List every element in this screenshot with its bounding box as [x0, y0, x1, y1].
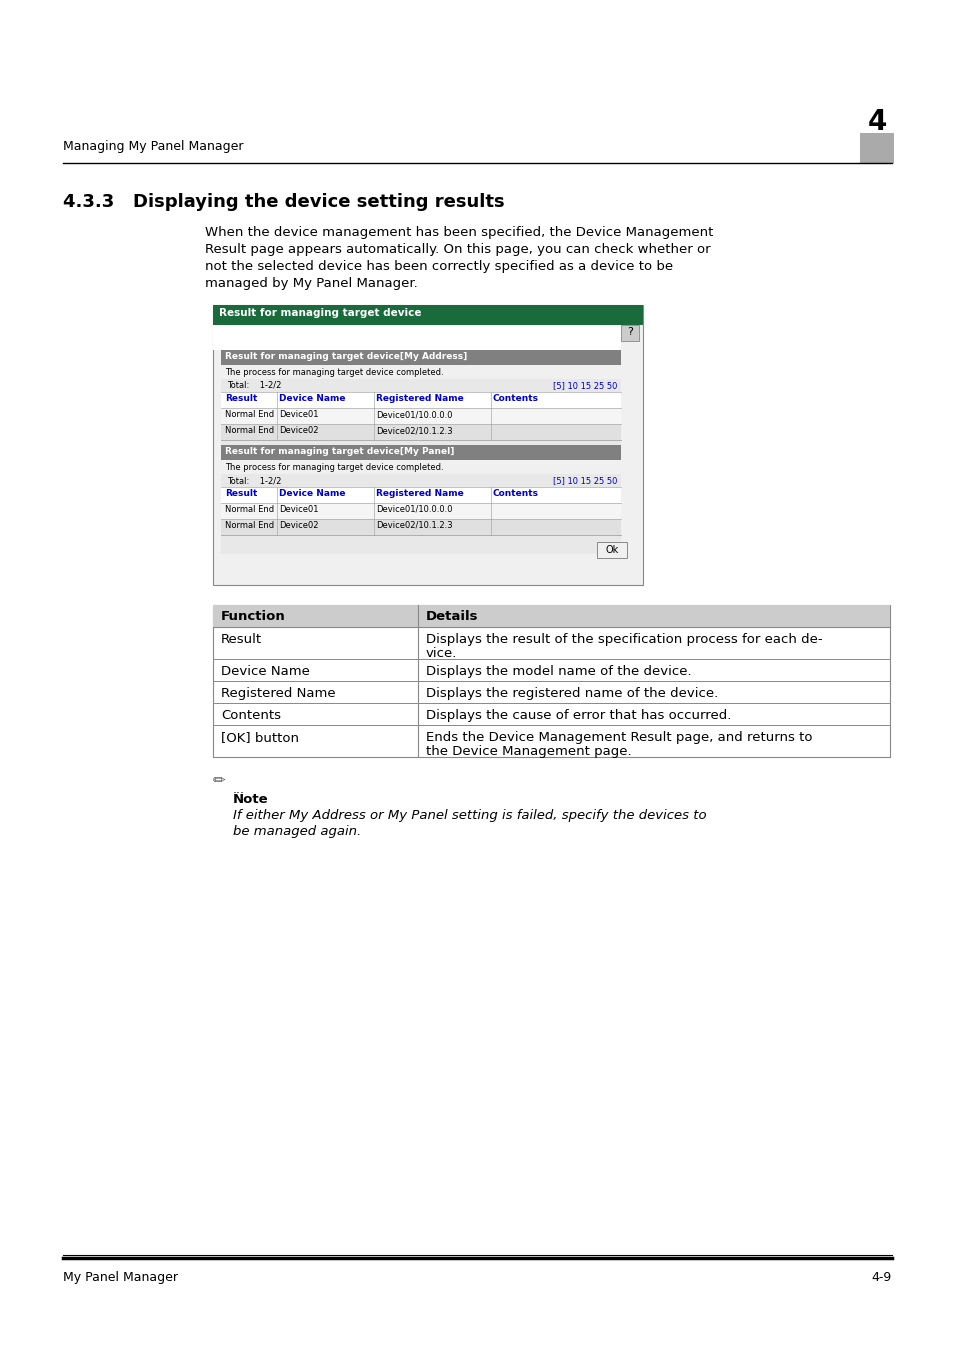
Text: Device Name: Device Name: [221, 666, 310, 678]
Text: the Device Management page.: the Device Management page.: [426, 745, 631, 757]
Text: Normal End: Normal End: [225, 410, 274, 418]
Text: Details: Details: [426, 610, 478, 622]
Text: Device01/10.0.0.0: Device01/10.0.0.0: [375, 505, 452, 514]
Text: My Panel Manager: My Panel Manager: [63, 1270, 178, 1284]
Bar: [213, 605, 889, 757]
Bar: [221, 408, 620, 424]
Text: Registered Name: Registered Name: [375, 489, 463, 498]
Bar: [221, 350, 620, 365]
Text: Normal End: Normal End: [225, 521, 274, 531]
Text: Note: Note: [233, 792, 269, 806]
Text: Managing My Panel Manager: Managing My Panel Manager: [63, 140, 243, 153]
Text: Displays the cause of error that has occurred.: Displays the cause of error that has occ…: [426, 709, 731, 722]
Text: Device Name: Device Name: [278, 489, 345, 498]
Text: vice.: vice.: [426, 647, 456, 660]
Text: Ends the Device Management Result page, and returns to: Ends the Device Management Result page, …: [426, 730, 812, 744]
Bar: [213, 325, 620, 350]
Text: When the device management has been specified, the Device Management: When the device management has been spec…: [205, 225, 713, 239]
Bar: [221, 504, 620, 518]
Text: be managed again.: be managed again.: [233, 825, 361, 838]
Text: 4.3.3   Displaying the device setting results: 4.3.3 Displaying the device setting resu…: [63, 193, 504, 211]
Text: managed by My Panel Manager.: managed by My Panel Manager.: [205, 277, 417, 290]
Bar: [221, 392, 620, 408]
Bar: [213, 305, 642, 325]
Text: The process for managing target device completed.: The process for managing target device c…: [225, 463, 443, 472]
Text: ?: ?: [626, 327, 632, 338]
Text: Registered Name: Registered Name: [375, 394, 463, 404]
Bar: [620, 325, 639, 342]
Text: Device02: Device02: [278, 521, 318, 531]
Text: Ok: Ok: [605, 545, 618, 555]
Text: Function: Function: [221, 610, 286, 622]
Bar: [221, 487, 620, 504]
Text: Result for managing target device: Result for managing target device: [219, 308, 421, 319]
Text: Result: Result: [221, 633, 262, 647]
Text: Result for managing target device[My Address]: Result for managing target device[My Add…: [225, 352, 467, 360]
Text: [5] 10 15 25 50: [5] 10 15 25 50: [552, 477, 617, 485]
Bar: [221, 379, 620, 459]
Text: Device01/10.0.0.0: Device01/10.0.0.0: [375, 410, 452, 418]
Text: Device02/10.1.2.3: Device02/10.1.2.3: [375, 427, 452, 435]
Text: Device Name: Device Name: [278, 394, 345, 404]
Text: Registered Name: Registered Name: [221, 687, 335, 701]
Bar: [213, 305, 642, 585]
Text: The process for managing target device completed.: The process for managing target device c…: [225, 369, 443, 377]
Text: Displays the result of the specification process for each de-: Displays the result of the specification…: [426, 633, 821, 647]
Bar: [221, 474, 620, 554]
Text: Device02: Device02: [278, 427, 318, 435]
Text: Displays the model name of the device.: Displays the model name of the device.: [426, 666, 691, 678]
Text: Device02/10.1.2.3: Device02/10.1.2.3: [375, 521, 452, 531]
Bar: [859, 134, 893, 163]
Bar: [221, 446, 620, 460]
Text: [OK] button: [OK] button: [221, 730, 298, 744]
Bar: [221, 518, 620, 535]
Text: Total:    1-2/2: Total: 1-2/2: [227, 381, 281, 390]
Text: Device01: Device01: [278, 505, 318, 514]
Text: Contents: Contents: [493, 489, 538, 498]
Text: 4-9: 4-9: [871, 1270, 891, 1284]
Text: Result page appears automatically. On this page, you can check whether or: Result page appears automatically. On th…: [205, 243, 710, 256]
Text: not the selected device has been correctly specified as a device to be: not the selected device has been correct…: [205, 261, 673, 273]
Text: Normal End: Normal End: [225, 505, 274, 514]
Text: ✏: ✏: [213, 774, 226, 788]
FancyBboxPatch shape: [597, 541, 626, 558]
Text: Displays the registered name of the device.: Displays the registered name of the devi…: [426, 687, 718, 701]
Text: Normal End: Normal End: [225, 427, 274, 435]
Text: Contents: Contents: [221, 709, 281, 722]
Text: Result: Result: [225, 489, 257, 498]
Text: Device01: Device01: [278, 410, 318, 418]
Text: Result for managing target device[My Panel]: Result for managing target device[My Pan…: [225, 447, 454, 456]
Bar: [221, 424, 620, 440]
Text: Total:    1-2/2: Total: 1-2/2: [227, 477, 281, 485]
Text: [5] 10 15 25 50: [5] 10 15 25 50: [552, 381, 617, 390]
Text: 4: 4: [866, 108, 885, 136]
Text: If either My Address or My Panel setting is failed, specify the devices to: If either My Address or My Panel setting…: [233, 809, 706, 822]
Bar: [213, 605, 889, 626]
Text: Result: Result: [225, 394, 257, 404]
Text: Contents: Contents: [493, 394, 538, 404]
Text: ...: ...: [233, 783, 245, 796]
